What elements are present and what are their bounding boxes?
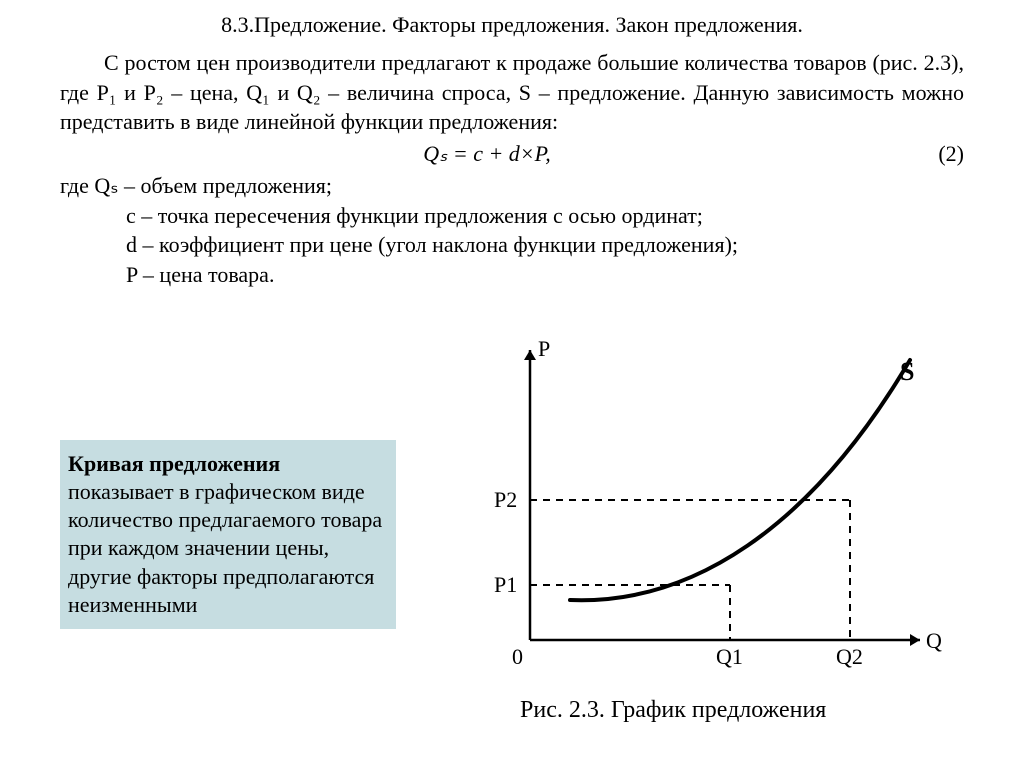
svg-text:Q1: Q1 — [716, 644, 743, 669]
definitions: где Qₛ – объем предложения; c – точка пе… — [60, 171, 964, 290]
supply-curve-callout: Кривая предложения показывает в графичес… — [60, 440, 396, 629]
equation-number: (2) — [914, 141, 964, 167]
supply-equation: Qₛ = c + d×P, (2) — [60, 141, 964, 167]
intro-paragraph: С ростом цен производители предлагают к … — [60, 48, 964, 137]
supply-chart: P Q 0 P1 P2 Q1 Q2 S Рис. 2.3. График предложени… — [430, 330, 990, 724]
svg-text:0: 0 — [512, 644, 523, 669]
callout-title: Кривая предложения — [68, 451, 280, 476]
def-qs: где Qₛ – объем предложения; — [60, 171, 964, 201]
svg-text:P1: P1 — [494, 572, 517, 597]
def-d: d – коэффициент при цене (угол наклона ф… — [60, 230, 964, 260]
svg-text:Q: Q — [926, 628, 942, 653]
chart-caption: Рис. 2.3. График предложения — [430, 697, 990, 724]
def-c: c – точка пересечения функции предложени… — [60, 201, 964, 231]
svg-text:S: S — [900, 357, 914, 386]
def-p: P – цена товара. — [60, 260, 964, 290]
svg-text:P2: P2 — [494, 487, 517, 512]
svg-text:P: P — [538, 336, 550, 361]
section-title: 8.3.Предложение. Факторы предложения. За… — [60, 12, 964, 38]
callout-body: показывает в графическом виде количество… — [68, 479, 382, 617]
equation-text: Qₛ = c + d×P, — [60, 141, 914, 167]
svg-text:Q2: Q2 — [836, 644, 863, 669]
